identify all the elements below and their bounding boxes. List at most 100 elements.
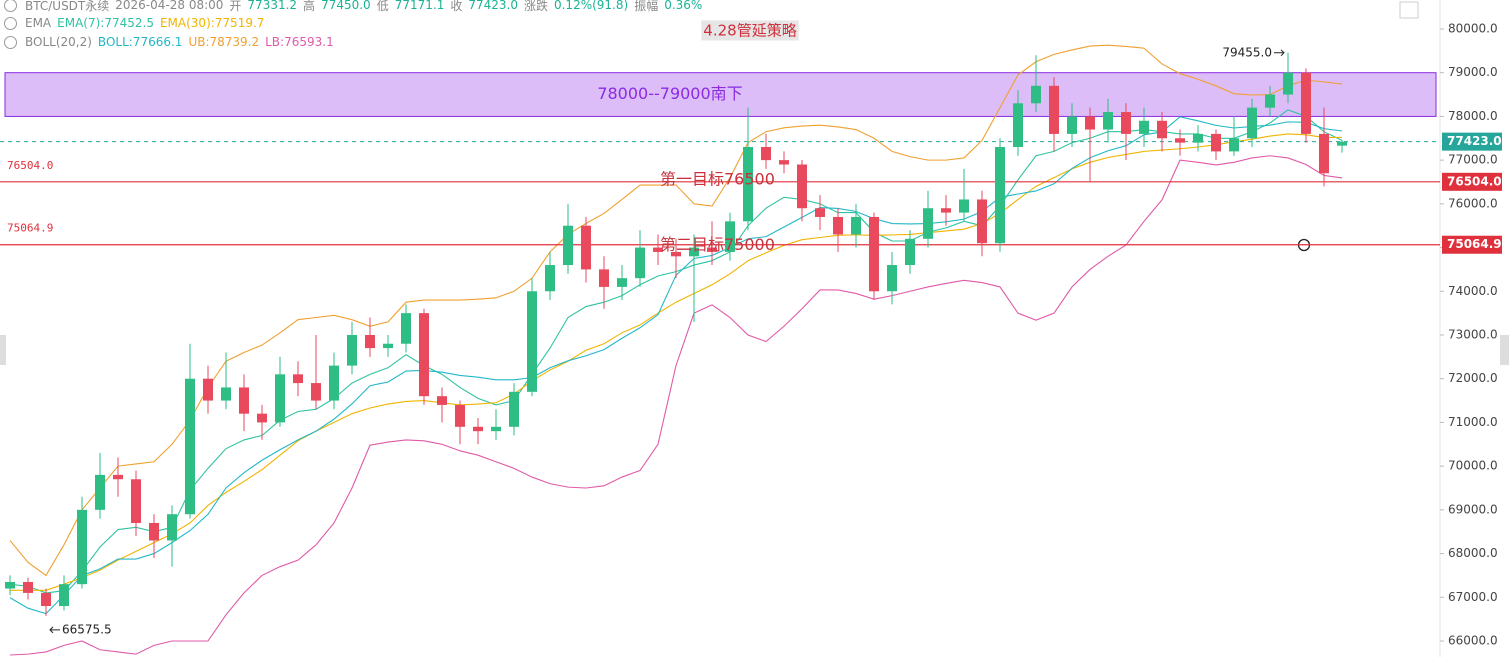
extreme-label: 66575.5	[62, 622, 112, 636]
indicator-line	[9, 155, 1343, 656]
price-tag	[1442, 235, 1502, 254]
indicator-line	[9, 44, 1343, 577]
candle-body	[347, 334, 357, 366]
candle-body	[941, 208, 951, 213]
boll-legend: BOLL(20,2) BOLL:77666.1 UB:78739.2 LB:76593…	[4, 33, 334, 51]
candle-body	[545, 265, 555, 292]
legend-text: 77450.0	[321, 0, 371, 12]
candle-body	[779, 160, 789, 165]
y-tick-label: 73000.0	[1448, 327, 1498, 341]
scroll-handle[interactable]	[0, 335, 6, 365]
candle-body	[581, 225, 591, 270]
y-tick-label: 68000.0	[1448, 546, 1498, 560]
y-tick-label: 66000.0	[1448, 634, 1498, 648]
price-tag-label: 76504.0	[1447, 174, 1502, 188]
candle-body	[473, 426, 483, 432]
candle-body	[401, 313, 411, 344]
candle-body	[833, 216, 843, 235]
candle-body	[131, 479, 141, 523]
y-tick-label: 79000.0	[1448, 65, 1498, 79]
legend-text: 收	[450, 0, 463, 13]
candle-body	[491, 426, 501, 432]
legend-text: 涨跌	[523, 0, 548, 13]
legend-text: 振幅	[634, 0, 659, 13]
candle-body	[1139, 120, 1149, 134]
candle-body	[527, 291, 537, 392]
candle-body	[203, 378, 213, 401]
candle-body	[869, 216, 879, 292]
legend-text: 77423.0	[468, 0, 518, 12]
level-left-label: 75064.9	[7, 222, 53, 235]
candle-body	[671, 251, 681, 257]
candle-body	[905, 238, 915, 266]
candle-body	[617, 278, 627, 287]
extreme-arrow	[49, 626, 60, 634]
ema-legend: EMA EMA(7):77452.5 EMA(30):77519.7	[4, 14, 265, 32]
y-tick-label: 71000.0	[1448, 415, 1498, 429]
y-tick-label: 72000.0	[1448, 371, 1498, 385]
candle-body	[635, 247, 645, 279]
legend-text: EMA(7):77452.5	[57, 16, 154, 30]
candle-body	[725, 221, 735, 252]
price-tag	[1442, 132, 1502, 151]
legend-text: EMA(30):77519.7	[159, 16, 265, 30]
price-tag-label: 75064.9	[1447, 237, 1502, 251]
candle-body	[41, 592, 51, 607]
legend-text: 2026-04-28 08:00	[115, 0, 224, 12]
candle-body	[1103, 112, 1113, 130]
candle-body	[1247, 107, 1257, 139]
legend-text: BOLL:77666.1	[97, 35, 183, 49]
candle-body	[1319, 133, 1329, 174]
fullscreen-icon[interactable]	[1399, 1, 1419, 19]
candle-body	[149, 522, 159, 541]
candle-body	[653, 247, 663, 252]
candle-body	[599, 269, 609, 287]
candle-body	[365, 334, 375, 349]
candle-body	[851, 216, 861, 235]
candle-body	[1229, 138, 1239, 152]
target-label: 第二目标75000	[660, 235, 775, 254]
y-tick-label: 78000.0	[1448, 109, 1498, 123]
candle-body	[1013, 103, 1023, 148]
legend-text: 高	[303, 0, 316, 13]
candle-body	[437, 396, 447, 405]
price-tag-label: 77423.0	[1447, 134, 1502, 148]
legend-text: LB:76593.1	[265, 35, 334, 49]
candle-body	[1193, 133, 1203, 143]
candle-body	[311, 383, 321, 401]
candle-body	[995, 147, 1005, 244]
y-tick-label: 77000.0	[1448, 153, 1498, 167]
candle-body	[59, 584, 69, 607]
candle-body	[1301, 72, 1311, 134]
candle-body	[1157, 120, 1167, 139]
candle-body	[959, 199, 969, 213]
candle-body	[113, 474, 123, 480]
indicator-line	[10, 133, 1343, 591]
candle-body	[743, 147, 753, 222]
y-tick-label: 80000.0	[1448, 21, 1498, 35]
candle-body	[1265, 94, 1275, 108]
level-left-label: 76504.0	[7, 159, 53, 172]
candle-body	[383, 343, 393, 349]
zone	[4, 72, 1437, 117]
zone-label: 78000--79000南下	[597, 84, 742, 103]
legend-text: 0.12%(91.8)	[553, 0, 629, 12]
candle-body	[95, 474, 105, 510]
scroll-handle[interactable]	[1500, 335, 1509, 365]
candle-body	[1049, 85, 1059, 134]
info-row: BTC/USDT永续 2026-04-28 08:00 开 77331.2 高 77450…	[4, 0, 702, 14]
candle-body	[923, 208, 933, 239]
candle-body	[509, 391, 519, 427]
candle-body	[455, 404, 465, 427]
extreme-label: 79455.0	[1222, 45, 1272, 59]
candle-body	[167, 514, 177, 541]
legend-label: BOLL(20,2)	[25, 35, 92, 49]
y-tick-label: 74000.0	[1448, 284, 1498, 298]
candle-body	[1283, 72, 1293, 95]
y-tick-label: 70000.0	[1448, 459, 1498, 473]
target-label: 第一目标76500	[660, 169, 775, 188]
candle-body	[239, 387, 249, 414]
extreme-arrow	[1274, 49, 1285, 57]
legend-text: 77171.1	[394, 0, 445, 12]
